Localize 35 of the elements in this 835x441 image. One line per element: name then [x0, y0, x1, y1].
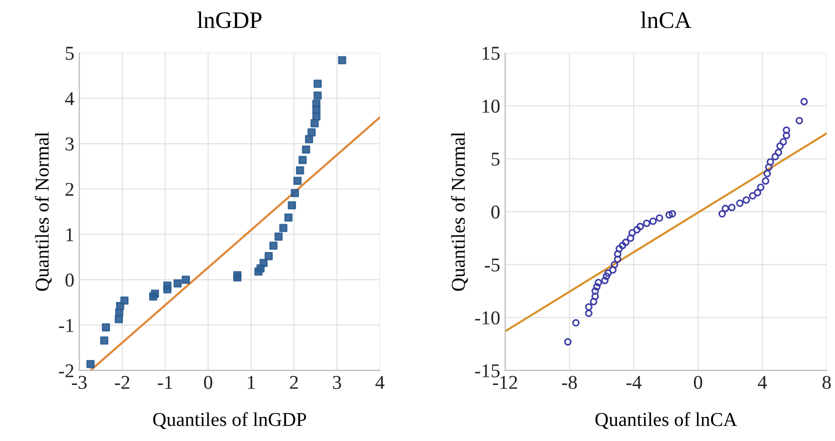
y-tick-label: 10 — [482, 100, 500, 113]
y-tick-label: -10 — [475, 311, 500, 324]
y-tick-label: -15 — [475, 364, 500, 378]
x-tick-label: 3 — [333, 376, 342, 389]
x-tick-label: -2 — [114, 376, 130, 389]
y-tick-label: -1 — [58, 318, 74, 332]
y-tick-label: 4 — [65, 92, 74, 106]
x-tick-label: -4 — [626, 376, 642, 389]
y-tick-label: -2 — [58, 364, 74, 378]
y-axis-title: Quantiles of Normal — [451, 132, 468, 291]
y-tick-label: 2 — [66, 182, 74, 196]
x-tick-label: 4 — [375, 376, 384, 389]
x-tick-label: 4 — [758, 376, 767, 389]
y-axis-title: Quantiles of Normal — [34, 132, 52, 291]
x-tick-label: 0 — [204, 376, 212, 389]
y-tick-label: 5 — [492, 152, 500, 166]
x-tick-label: -3 — [72, 376, 87, 389]
x-axis-title: Quantiles of lnGDP — [153, 412, 306, 430]
x-tick-label: 2 — [290, 376, 298, 389]
y-tick-label: 3 — [66, 138, 74, 151]
y-tick-label: 15 — [482, 46, 500, 60]
chart-title: lnGDP — [197, 12, 262, 28]
y-tick-label: 5 — [66, 46, 74, 60]
y-tick-label: -5 — [484, 258, 500, 272]
chart-title: lnCA — [640, 12, 692, 28]
y-tick-label: 1 — [66, 228, 74, 242]
x-tick-label: 8 — [822, 376, 831, 389]
x-tick-label: -12 — [492, 376, 518, 389]
y-tick-label: 0 — [65, 274, 74, 287]
x-tick-label: 1 — [248, 376, 255, 389]
y-tick-label: 0 — [491, 205, 500, 219]
x-axis-title: Quantiles of lnCA — [595, 412, 738, 430]
x-tick-label: 0 — [694, 376, 702, 389]
x-tick-label: -8 — [562, 376, 577, 389]
x-tick-label: -1 — [158, 376, 172, 389]
